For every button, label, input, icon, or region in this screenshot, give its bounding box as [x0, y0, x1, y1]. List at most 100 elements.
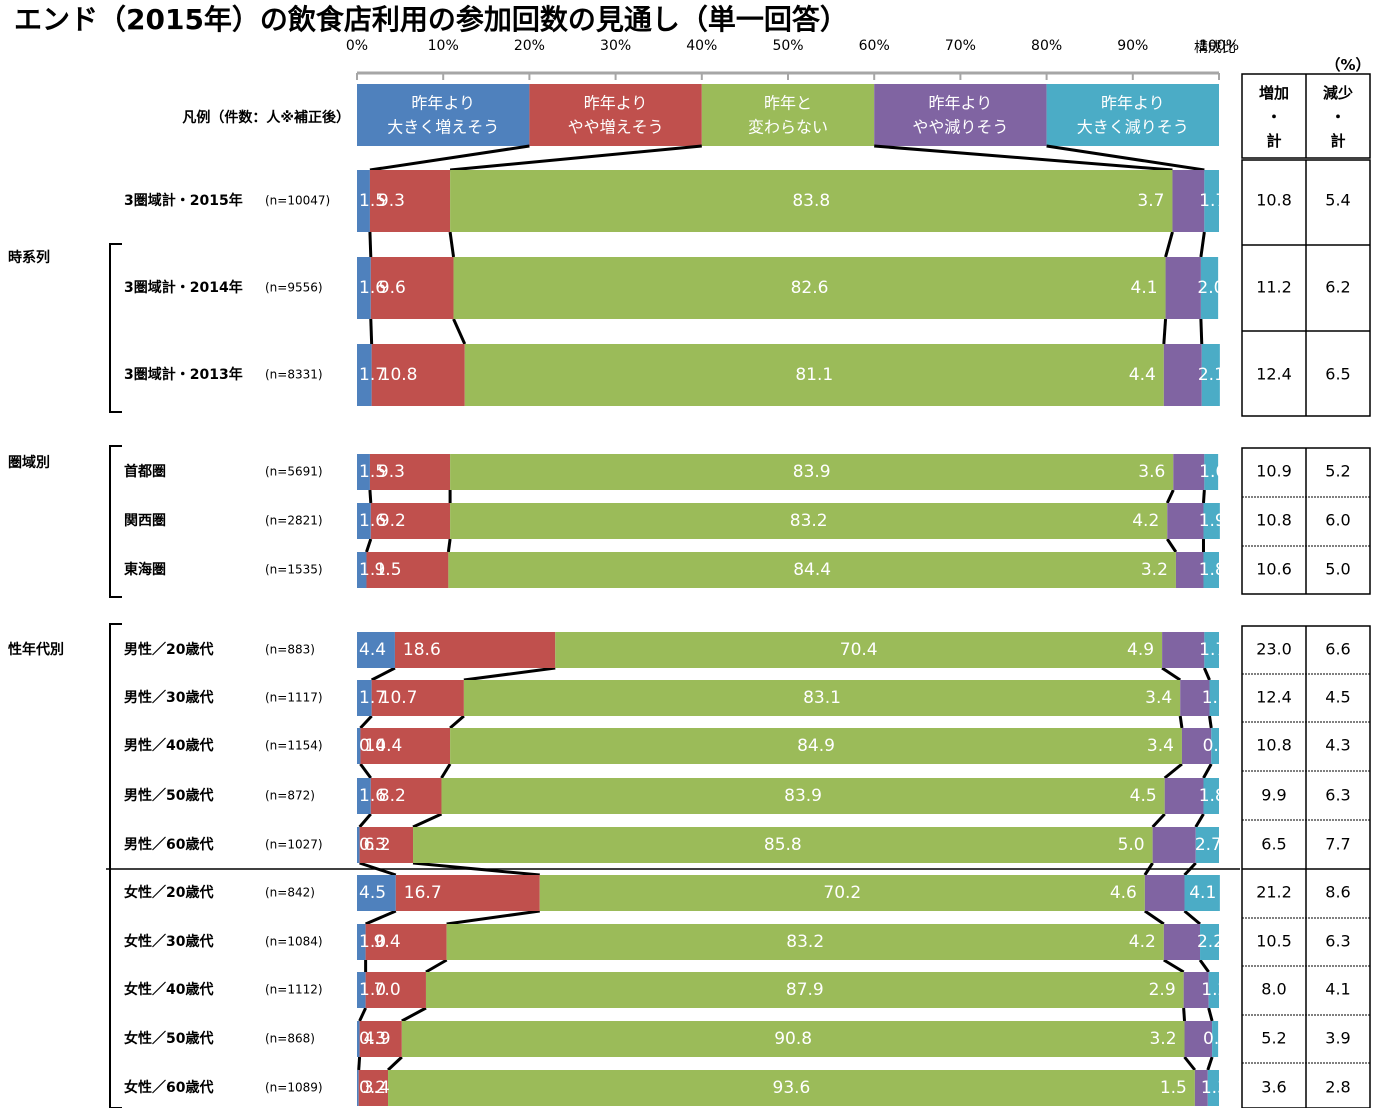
- bar-segment: [1212, 1021, 1219, 1057]
- bar-segment: [358, 1070, 389, 1106]
- bar-segment: [1209, 680, 1219, 716]
- legend-item-line1: 昨年より: [411, 94, 475, 113]
- table-header-decrease: 計: [1330, 132, 1345, 150]
- bar-segment: [413, 827, 1153, 863]
- bar-segment: [1180, 680, 1210, 716]
- connector-line: [1161, 666, 1182, 682]
- bar-segment: [1162, 632, 1205, 668]
- bar-segment: [371, 344, 465, 406]
- connector-line: [401, 1006, 427, 1023]
- data-label: 16.7: [404, 883, 442, 903]
- axis-tick-label: 100%: [1199, 38, 1239, 54]
- axis-tick-label: 0%: [346, 38, 368, 54]
- increase-total: 21.2: [1256, 883, 1292, 902]
- row-sample-size: (n=1535): [265, 563, 323, 577]
- row-label: 3圏域計・2014年: [124, 279, 243, 296]
- connector-line: [1151, 812, 1166, 829]
- bar-segment: [1211, 728, 1219, 764]
- data-label: 4.4: [359, 640, 386, 660]
- increase-total: 3.6: [1261, 1078, 1286, 1097]
- connector-line: [370, 666, 396, 682]
- data-label: 3.7: [1137, 191, 1164, 211]
- bar-segment: [357, 875, 396, 911]
- bar-segment: [360, 728, 451, 764]
- connector-line: [357, 1056, 362, 1071]
- bar-segment: [1204, 170, 1219, 232]
- group-label: 圏域別: [8, 454, 50, 471]
- decrease-total: 5.0: [1325, 560, 1350, 579]
- bar-segment: [464, 344, 1164, 406]
- axis-top-right-label: 構成比: [1194, 40, 1236, 56]
- bar-segment: [1172, 170, 1205, 232]
- group-bracket: [109, 445, 122, 598]
- data-label: 1.6: [359, 278, 386, 298]
- data-label: 5.0: [1118, 835, 1145, 855]
- connector-line: [1178, 715, 1184, 729]
- decrease-total: 8.6: [1325, 883, 1350, 902]
- data-label: 9.5: [374, 560, 401, 580]
- axis-tick-label: 70%: [945, 38, 976, 54]
- data-label: 1.1: [1202, 688, 1229, 708]
- bar-segment: [1203, 778, 1219, 814]
- totals-table: （%） 増加・計 減少・計 10.8 5.4 11.2 6.2 12.4 6.5 10.9 5.2…: [1241, 56, 1371, 1108]
- data-label: 2.1: [1198, 365, 1225, 385]
- bar-segment: [357, 344, 372, 406]
- bar-segment: [1184, 875, 1220, 911]
- data-label: 4.1: [1131, 278, 1158, 298]
- axis-tick-label: 40%: [686, 38, 717, 54]
- data-label: 84.9: [797, 736, 835, 756]
- decrease-total: 4.1: [1325, 980, 1350, 999]
- bar-segment: [388, 1070, 1195, 1106]
- data-label: 4.9: [1127, 640, 1154, 660]
- data-label: 93.6: [773, 1078, 811, 1098]
- data-label: 85.8: [764, 835, 802, 855]
- bar-segment: [357, 257, 371, 319]
- row-sample-size: (n=1027): [265, 838, 323, 852]
- data-label: 84.4: [793, 560, 831, 580]
- data-label: 0.7: [1203, 1029, 1230, 1049]
- bar-segment: [1207, 1070, 1219, 1106]
- bar-segment: [371, 680, 464, 716]
- increase-total: 12.4: [1256, 688, 1292, 707]
- bar-segment: [1183, 972, 1209, 1008]
- legend: 凡例（件数：人※補正後） 昨年より大きく増えそう昨年よりやや増えそう昨年と変わら…: [182, 84, 1219, 146]
- legend-item-line2: やや減りそう: [912, 118, 1008, 137]
- group-label: 性年代別: [8, 641, 64, 658]
- connector-line: [463, 666, 556, 682]
- bar-segment: [450, 170, 1173, 232]
- data-label: 4.5: [1130, 786, 1157, 806]
- increase-total: 10.9: [1256, 462, 1292, 481]
- connector-line: [874, 144, 1173, 172]
- data-label: 1.0: [359, 932, 386, 952]
- row-sample-size: (n=1154): [265, 739, 323, 753]
- data-label: 83.9: [793, 462, 831, 482]
- decrease-total: 2.8: [1325, 1078, 1350, 1097]
- increase-total: 6.5: [1261, 835, 1286, 854]
- bar-segment: [1194, 1070, 1208, 1106]
- axis-tick-label: 20%: [514, 38, 545, 54]
- connector-line: [1194, 813, 1205, 828]
- bar-segment: [1165, 257, 1201, 319]
- row-sample-size: (n=1084): [265, 935, 323, 949]
- connector-line: [1046, 144, 1205, 172]
- row-sample-size: (n=1112): [265, 983, 323, 997]
- connector-line: [1163, 958, 1185, 974]
- data-label: 1.7: [1199, 640, 1226, 660]
- legend-item-line1: 昨年より: [584, 94, 648, 113]
- data-label: 2.0: [1197, 278, 1224, 298]
- bar-segment: [1200, 924, 1219, 960]
- data-label: 10.4: [364, 736, 402, 756]
- data-label: 83.2: [786, 932, 824, 952]
- bar-segment: [370, 503, 451, 539]
- data-label: 1.8: [1199, 560, 1226, 580]
- data-label: 1.7: [359, 365, 386, 385]
- legend-item-line1: 昨年と: [764, 94, 812, 113]
- connector-line: [425, 958, 448, 974]
- bar-segment: [1204, 632, 1219, 668]
- connector-line: [387, 1055, 403, 1072]
- legend-label: 凡例（件数：人※補正後）: [182, 109, 350, 126]
- bar-segment: [394, 632, 556, 668]
- data-label: 1.5: [1160, 1078, 1187, 1098]
- decrease-total: 6.0: [1325, 511, 1350, 530]
